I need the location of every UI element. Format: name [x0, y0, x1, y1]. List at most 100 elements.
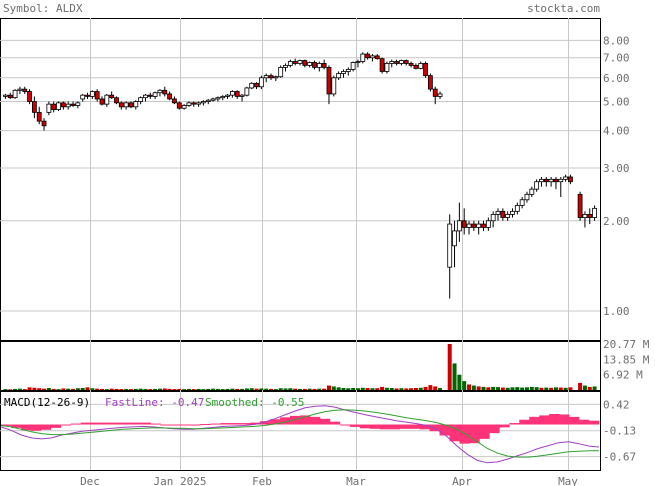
volume-bar	[307, 388, 312, 390]
candle-body	[403, 60, 409, 64]
volume-bar	[264, 388, 269, 390]
volume-bar	[582, 385, 587, 390]
macd-histogram-bar	[250, 422, 261, 425]
axis-labels: Dec Jan 2025 Feb Mar Apr May 8.00 7.00 6.00 5.00 4…	[80, 34, 650, 486]
volume-bar	[418, 387, 423, 390]
macd-histogram-bar	[120, 422, 131, 425]
volume-tick-label: 13.85 M	[603, 353, 650, 366]
volume-bar	[66, 388, 71, 390]
volume-bar	[447, 344, 452, 390]
fastline-name: FastLine	[105, 396, 158, 409]
candle-body	[109, 94, 115, 99]
fastline-value: -0.47	[171, 396, 204, 409]
macd-histogram-bar	[369, 424, 381, 429]
candle-body	[128, 102, 134, 108]
volume-bar	[298, 388, 302, 390]
macd-panel	[0, 405, 600, 464]
macd-histogram-bar	[309, 416, 321, 425]
volume-bar	[240, 388, 245, 390]
candle-body	[505, 214, 511, 218]
volume-bar	[56, 389, 61, 390]
candle-body	[292, 61, 298, 64]
candle-body	[471, 223, 477, 228]
candle-body	[534, 181, 540, 190]
candle-body	[582, 214, 588, 218]
macd-histogram-bar	[489, 424, 500, 434]
candle-body	[244, 87, 250, 96]
candle-body	[7, 94, 13, 99]
candle-body	[152, 92, 158, 97]
candle-body	[548, 178, 554, 183]
volume-bar	[153, 388, 158, 390]
volume-bar	[201, 389, 206, 390]
panel-frame	[0, 341, 601, 391]
candle-body	[89, 91, 95, 97]
candle-body	[229, 91, 235, 96]
volume-bar	[37, 388, 42, 390]
volume-bar	[124, 388, 129, 390]
volume-bar	[491, 386, 496, 390]
macd-histogram-bar	[429, 424, 440, 432]
candle-body	[495, 210, 501, 215]
candle-body	[341, 71, 346, 74]
candle-body	[263, 75, 269, 79]
y-tick-label: 2.00	[603, 215, 630, 228]
volume-bar	[413, 388, 418, 390]
candle-body	[85, 94, 90, 97]
volume-bar	[341, 388, 346, 390]
volume-bar	[119, 389, 124, 390]
fastline-line	[0, 405, 600, 464]
x-tick-label: Jan 2025	[154, 475, 207, 486]
macd-histogram-bar	[589, 420, 600, 425]
macd-histogram-bar	[359, 424, 371, 429]
y-tick-label: 4.00	[603, 125, 630, 138]
candle-body	[510, 210, 515, 215]
volume-bar	[167, 388, 172, 390]
y-tick-label: 8.00	[603, 34, 630, 47]
macd-histogram-bar	[270, 419, 281, 425]
volume-bar	[452, 363, 457, 390]
volume-bar	[476, 386, 481, 390]
macd-histogram-bar	[349, 424, 361, 427]
macd-histogram-bar	[30, 424, 42, 431]
candle-body	[413, 64, 419, 69]
candle-body	[543, 178, 549, 183]
volume-bar	[109, 388, 114, 390]
candle-body	[283, 64, 288, 68]
volume-bar	[100, 388, 104, 390]
candle-body	[172, 98, 177, 104]
volume-bar	[553, 387, 558, 390]
candle-body	[196, 102, 201, 105]
macd-histogram-bar	[449, 424, 460, 442]
macd-histogram-bar	[549, 413, 560, 425]
candle-body	[210, 98, 216, 101]
volume-bar	[380, 386, 385, 390]
smoothed-label: Smoothed: -0.55	[205, 396, 304, 409]
volume-bar	[162, 388, 167, 390]
volume-bar	[225, 388, 230, 390]
candle-body	[254, 82, 259, 88]
candle-body	[389, 61, 395, 64]
candle-body	[51, 103, 57, 110]
candle-body	[41, 120, 47, 127]
macd-histogram-bar	[559, 414, 570, 425]
candle-body	[133, 101, 139, 108]
candle-body	[176, 102, 182, 109]
candle-body	[17, 88, 23, 91]
volume-bar	[365, 388, 370, 390]
volume-bar	[293, 388, 298, 390]
volume-bar	[539, 387, 544, 390]
volume-bar	[182, 389, 187, 390]
candle-body	[297, 60, 303, 64]
volume-bar	[3, 389, 8, 390]
volume-bar	[104, 389, 109, 390]
macd-histogram-bar	[260, 421, 271, 425]
volume-bar	[471, 385, 476, 390]
volume-bar	[457, 374, 462, 390]
volume-bar	[360, 387, 365, 390]
macd-histogram-bar	[469, 424, 480, 444]
macd-histogram-bar	[579, 419, 590, 425]
volume-bar	[467, 384, 472, 390]
candle-body	[258, 77, 264, 88]
volume-bar	[404, 388, 409, 390]
